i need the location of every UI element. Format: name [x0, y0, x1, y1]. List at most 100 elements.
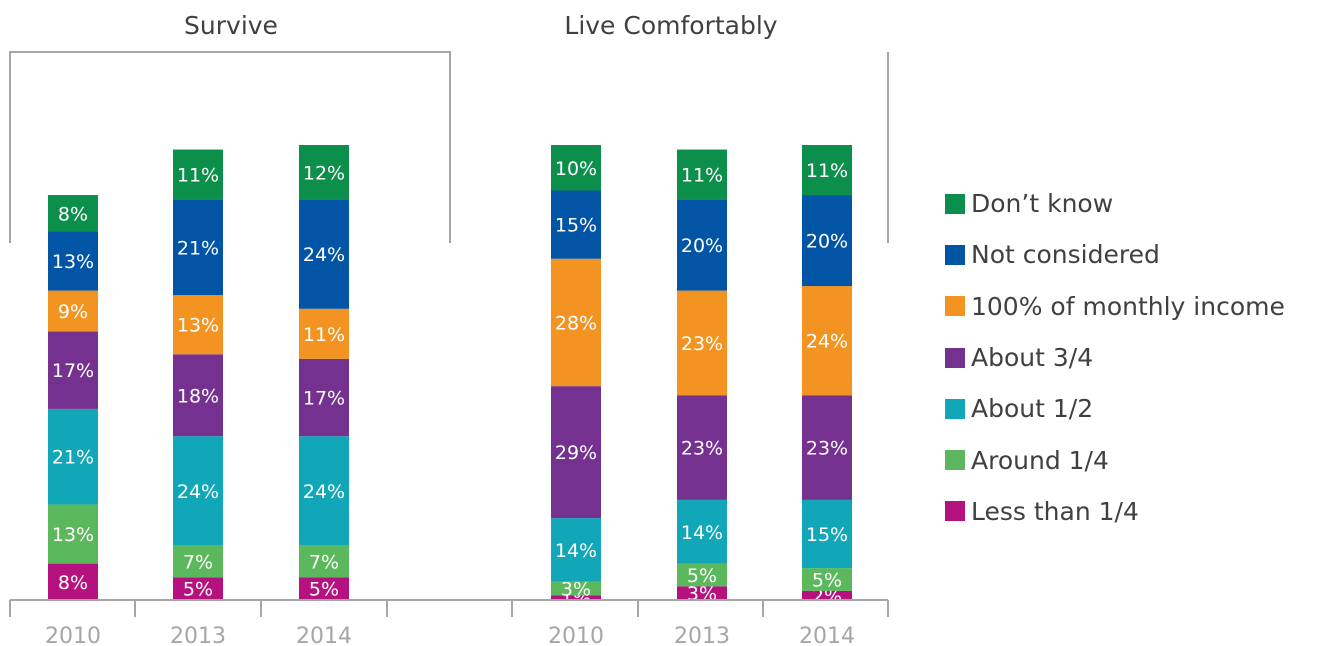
bar-segment: [802, 195, 852, 287]
data-label: 5%: [309, 579, 339, 601]
data-label: 5%: [812, 570, 842, 592]
data-label: 13%: [52, 524, 94, 546]
bar-segment: [551, 595, 601, 600]
data-label: 18%: [177, 385, 219, 407]
data-label: 12%: [303, 162, 345, 184]
legend-label: 100% of monthly income: [971, 291, 1285, 321]
bar-segment: [677, 290, 727, 396]
data-label: 29%: [555, 442, 597, 464]
data-label: 20%: [806, 231, 848, 253]
bar-segment: [48, 331, 98, 409]
legend-item: About 3/4: [945, 332, 1285, 383]
data-label: 15%: [806, 524, 848, 546]
legend-item: About 1/2: [945, 383, 1285, 434]
data-label: 8%: [58, 203, 88, 225]
bar-segment: [551, 190, 601, 259]
legend-swatch: [945, 501, 965, 522]
data-label: 21%: [52, 447, 94, 469]
data-label: 17%: [52, 360, 94, 382]
bar-segment: [299, 577, 349, 600]
legend-label: Don’t know: [971, 189, 1114, 219]
bar-segment: [173, 577, 223, 600]
data-label: 24%: [177, 481, 219, 503]
legend-swatch: [945, 244, 965, 265]
bar-segment: [802, 590, 852, 600]
x-axis: 2010 2013 2014 2010 2013 2014: [9, 599, 889, 646]
data-label: 8%: [58, 572, 88, 594]
bar-segment: [551, 581, 601, 596]
bar-segment: [48, 195, 98, 232]
bar-segment: [299, 436, 349, 546]
bar-segment: [173, 354, 223, 437]
legend-swatch: [945, 347, 965, 368]
x-tick-label: 2013: [170, 624, 226, 646]
data-label: 14%: [681, 522, 723, 544]
data-label: 11%: [177, 165, 219, 187]
data-label: 23%: [681, 333, 723, 355]
data-label: 23%: [806, 438, 848, 460]
bar-segment: [173, 199, 223, 296]
bar-segment: [802, 145, 852, 196]
bar-segment: [802, 286, 852, 396]
bar-segment: [677, 149, 727, 200]
data-label: 21%: [177, 237, 219, 259]
data-label: 5%: [183, 579, 213, 601]
x-tick-label: 2010: [45, 624, 101, 646]
legend-swatch: [945, 450, 965, 471]
legend-swatch: [945, 296, 965, 317]
data-label: 23%: [681, 438, 723, 460]
data-label: 11%: [806, 160, 848, 182]
data-label: 13%: [177, 315, 219, 337]
data-label: 10%: [555, 158, 597, 180]
legend-item: 100% of monthly income: [945, 281, 1285, 332]
bar-segment: [173, 295, 223, 355]
legend-item: Don’t know: [945, 178, 1285, 229]
x-tick-label: 2013: [674, 624, 730, 646]
data-label: 17%: [303, 388, 345, 410]
bar-stacks: 8% 13% 21% 17% 9% 13% 8% 5% 7% 24% 18% 13% 21% 11% 5% 7…: [48, 145, 852, 610]
data-label: 2%: [812, 585, 842, 607]
data-label: 20%: [681, 235, 723, 257]
x-tick-label: 2014: [296, 624, 352, 646]
bar-segment: [48, 504, 98, 564]
data-label: 5%: [687, 565, 717, 587]
legend-swatch: [945, 398, 965, 419]
bar-segment: [677, 499, 727, 564]
bar-segment: [551, 145, 601, 191]
x-tick-label: 2010: [548, 624, 604, 646]
bar-segment: [173, 149, 223, 200]
legend-label: About 1/2: [971, 394, 1094, 424]
bar-segment: [48, 290, 98, 332]
data-label: 7%: [183, 551, 213, 573]
bar-segment: [48, 408, 98, 505]
legend-label: Not considered: [971, 240, 1160, 270]
legend-label: About 3/4: [971, 343, 1094, 373]
bar-segment: [802, 395, 852, 500]
bar-segment: [551, 386, 601, 519]
data-label: 9%: [58, 301, 88, 323]
bar-segment: [299, 545, 349, 578]
group-brackets: [9, 51, 889, 243]
x-tick-label: 2014: [799, 624, 855, 646]
data-label: 28%: [555, 312, 597, 334]
bar-segment: [173, 545, 223, 578]
bar-segment: [299, 199, 349, 309]
data-label: 7%: [309, 551, 339, 573]
bar-segment: [551, 518, 601, 582]
bar-segment: [299, 308, 349, 359]
data-label: 14%: [555, 540, 597, 562]
bar-segment: [677, 563, 727, 587]
legend-label: Less than 1/4: [971, 496, 1139, 526]
data-label: 13%: [52, 251, 94, 273]
legend-swatch: [945, 193, 965, 214]
panel-title-2: Live Comfortably: [564, 11, 777, 40]
data-label: 3%: [561, 579, 591, 601]
bar-segment: [48, 563, 98, 600]
data-label: 24%: [303, 481, 345, 503]
data-label: 24%: [303, 244, 345, 266]
legend-label: Around 1/4: [971, 445, 1109, 475]
bar-segment: [173, 436, 223, 546]
bar-segment: [802, 499, 852, 569]
bar-segment: [48, 231, 98, 291]
